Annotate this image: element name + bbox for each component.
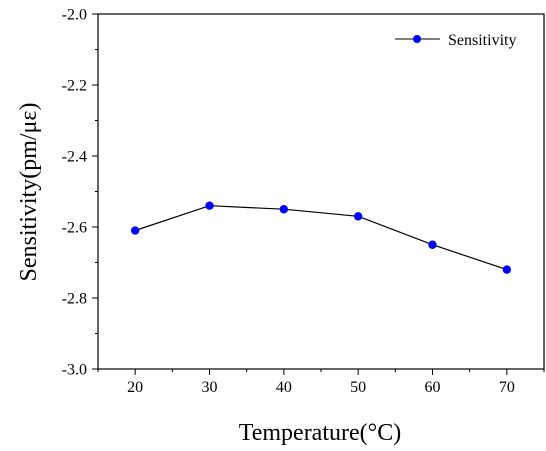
y-tick-label: -3.0 <box>62 362 87 379</box>
y-tick-label: -2.0 <box>62 7 87 24</box>
data-point <box>279 205 289 214</box>
series-layer <box>130 201 512 274</box>
ticks-layer: 20 30 40 50 60 70 -3.0 -2.8 -2.6 -2.4 -2.2 -2.0 <box>62 7 545 396</box>
plot-frame <box>97 13 545 370</box>
x-tick-label: 30 <box>202 379 218 396</box>
x-axis-title: Temperature(°C) <box>239 420 402 446</box>
axes-layer <box>97 13 545 370</box>
legend: Sensitivity <box>395 32 516 49</box>
y-tick-label: -2.8 <box>62 291 87 308</box>
data-point <box>130 226 140 235</box>
data-point <box>205 201 214 210</box>
series-line <box>135 205 507 271</box>
y-tick-label: -2.4 <box>62 149 87 166</box>
x-tick-label: 20 <box>127 379 143 396</box>
x-tick-label: 70 <box>499 379 515 396</box>
y-axis-title: Sensitivity(pm/με) <box>16 103 42 282</box>
legend-marker <box>413 35 421 43</box>
data-point <box>428 240 437 249</box>
legend-label: Sensitivity <box>448 32 516 49</box>
y-tick-label: -2.2 <box>62 78 87 95</box>
x-tick-label: 60 <box>425 379 441 396</box>
y-tick-label: -2.6 <box>62 220 87 237</box>
x-tick-label: 50 <box>350 379 366 396</box>
data-point <box>502 265 512 274</box>
x-tick-label: 40 <box>276 379 292 396</box>
data-point <box>353 212 363 221</box>
